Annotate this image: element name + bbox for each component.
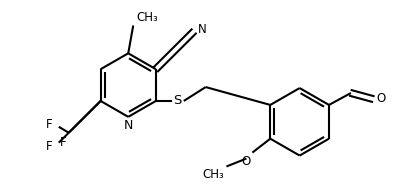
Text: F: F <box>60 136 67 149</box>
Text: F: F <box>46 118 53 131</box>
Text: S: S <box>173 94 182 108</box>
Text: N: N <box>124 119 133 132</box>
Text: O: O <box>241 155 250 168</box>
Text: F: F <box>46 140 53 153</box>
Text: CH₃: CH₃ <box>203 168 224 181</box>
Text: O: O <box>377 93 386 105</box>
Text: CH₃: CH₃ <box>136 11 158 24</box>
Text: N: N <box>198 23 207 36</box>
